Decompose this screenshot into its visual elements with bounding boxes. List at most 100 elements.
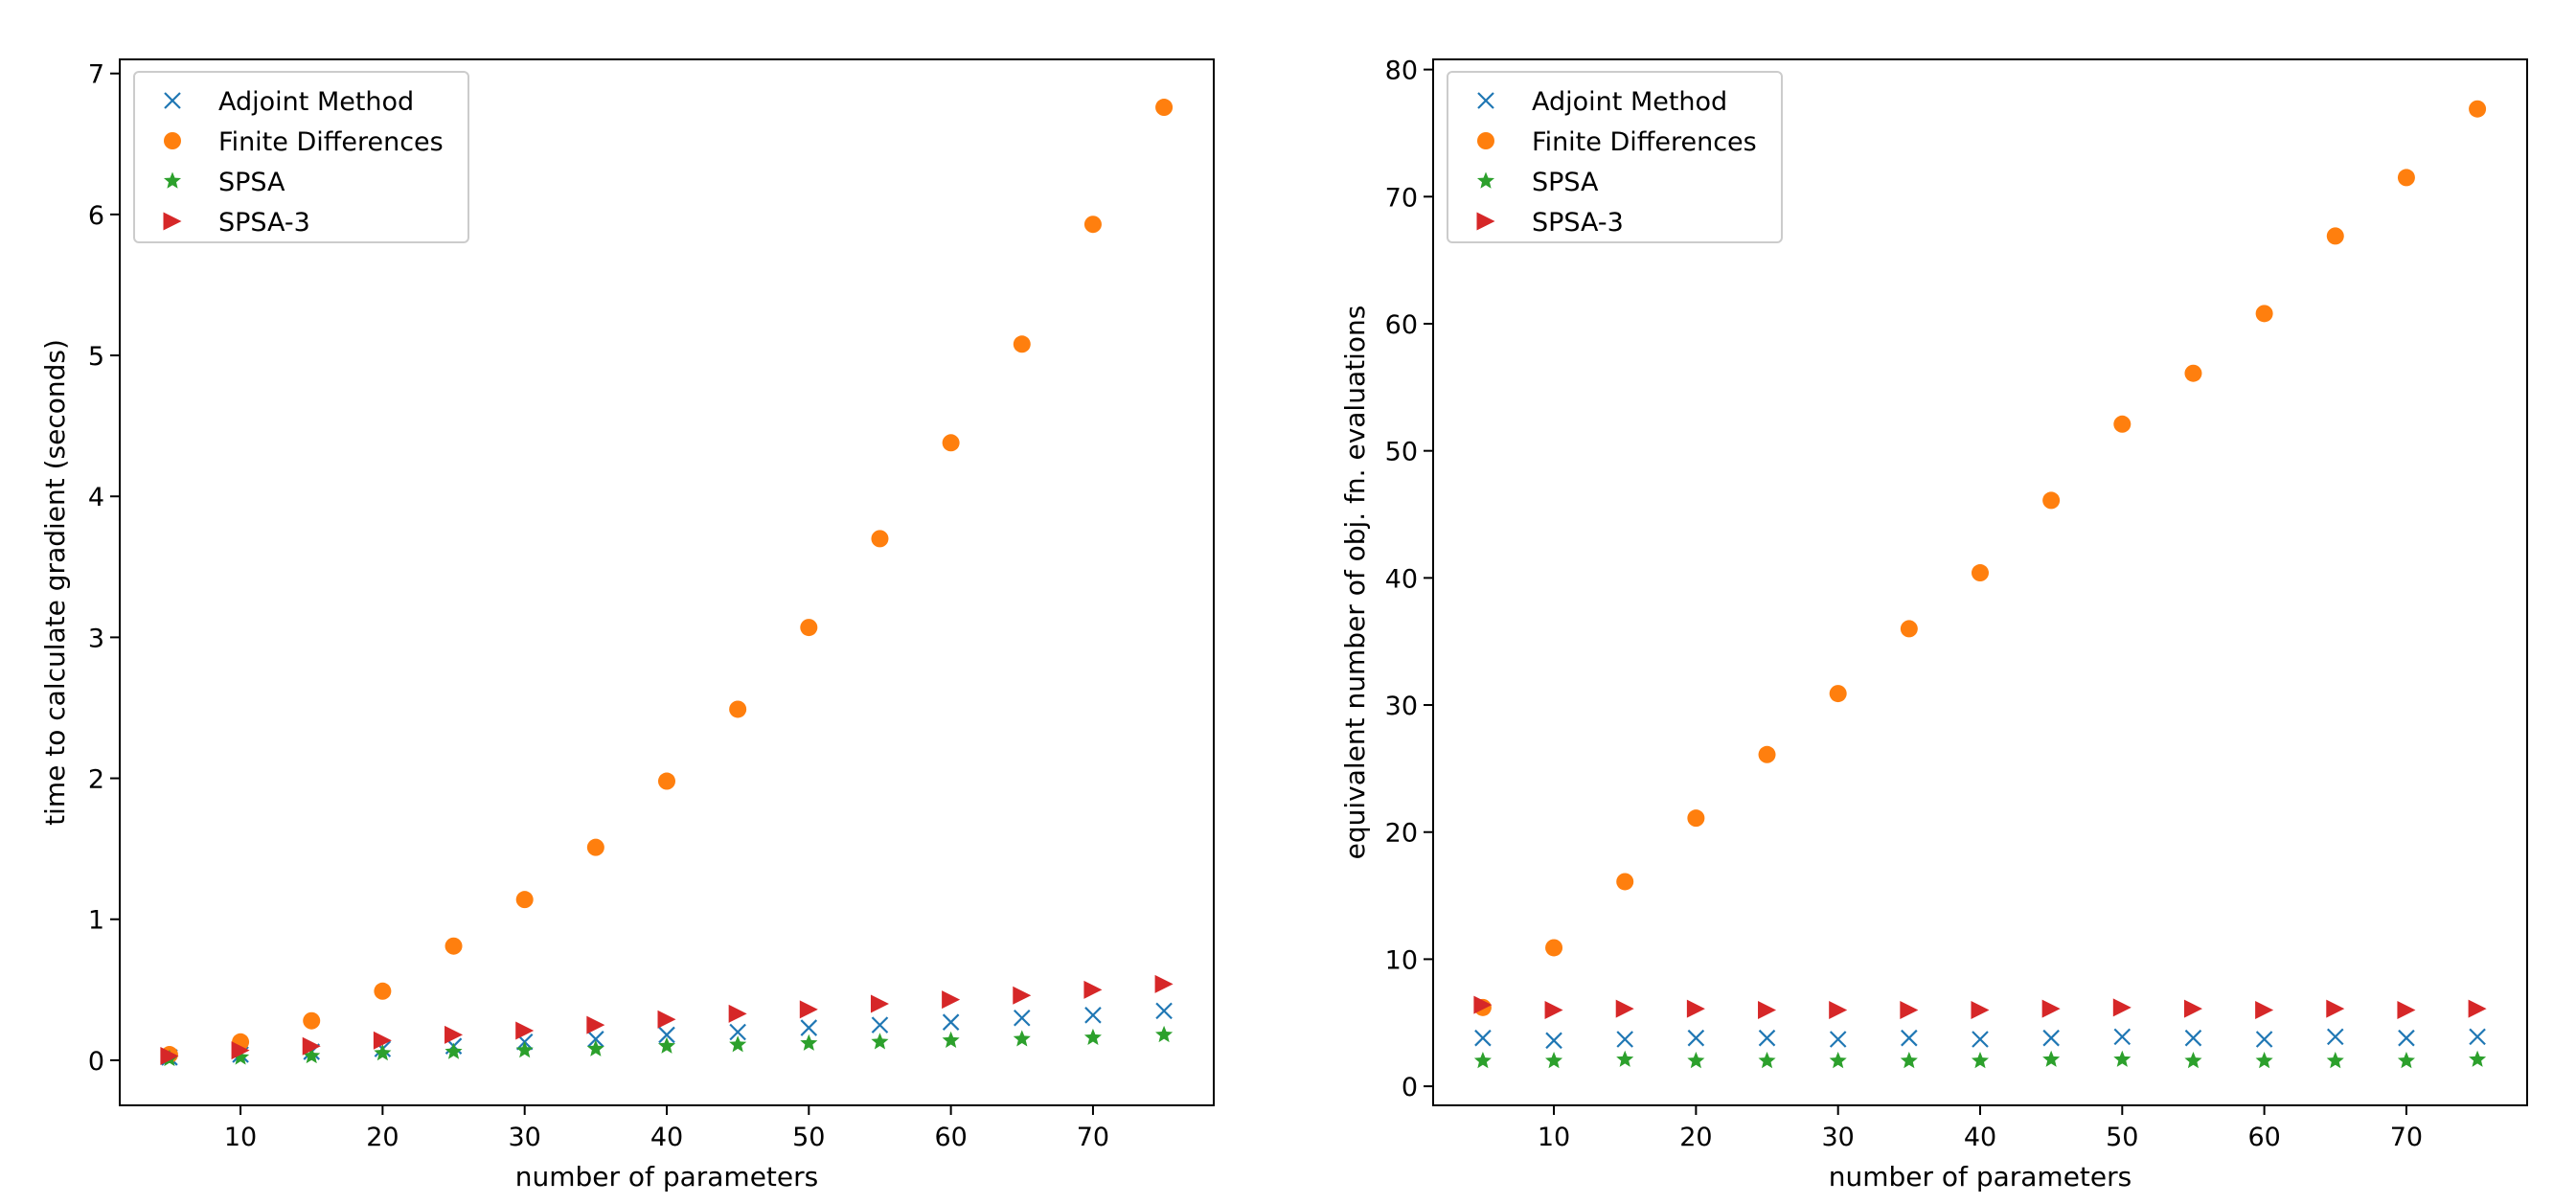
legend-marker bbox=[163, 171, 182, 189]
data-point bbox=[374, 982, 392, 1000]
data-point bbox=[2468, 999, 2487, 1018]
data-point bbox=[1154, 974, 1174, 993]
data-point bbox=[231, 1041, 250, 1060]
data-point bbox=[2042, 1050, 2061, 1067]
data-point bbox=[1687, 809, 1705, 828]
data-point bbox=[1971, 1000, 1990, 1019]
x-axis-label: number of parameters bbox=[1829, 1161, 2131, 1193]
y-tick-label: 70 bbox=[1385, 183, 1418, 213]
data-point bbox=[2113, 1050, 2131, 1067]
series-spsa bbox=[1473, 1050, 2487, 1069]
data-point bbox=[2184, 364, 2202, 382]
data-point bbox=[2469, 100, 2487, 118]
data-point bbox=[1083, 216, 1102, 234]
data-point bbox=[232, 1048, 250, 1065]
data-point bbox=[800, 1034, 818, 1051]
data-point bbox=[870, 994, 889, 1013]
data-point bbox=[1972, 1031, 1989, 1048]
y-tick-label: 6 bbox=[88, 201, 104, 231]
data-point bbox=[587, 1031, 604, 1048]
data-point bbox=[303, 1046, 321, 1064]
y-tick-label: 3 bbox=[88, 624, 104, 653]
data-point bbox=[1014, 1009, 1031, 1027]
data-point bbox=[1900, 1052, 1918, 1069]
data-point bbox=[1829, 1000, 1848, 1019]
data-point bbox=[374, 1044, 392, 1061]
data-point bbox=[2113, 415, 2131, 433]
x-tick-label: 10 bbox=[1538, 1123, 1570, 1152]
series-spsa-3 bbox=[160, 974, 1174, 1065]
data-point bbox=[586, 1015, 605, 1034]
data-point bbox=[871, 1033, 889, 1050]
legend-label: Finite Differences bbox=[218, 127, 444, 157]
y-tick-label: 1 bbox=[88, 906, 104, 936]
data-point bbox=[1615, 999, 1634, 1018]
data-point bbox=[2255, 1052, 2273, 1069]
data-point bbox=[2042, 1029, 2060, 1047]
data-point bbox=[445, 1025, 464, 1044]
y-tick-label: 50 bbox=[1385, 438, 1418, 467]
x-tick-label: 40 bbox=[1964, 1123, 1996, 1152]
legend-label: Adjoint Method bbox=[1532, 87, 1727, 117]
data-point bbox=[373, 1031, 392, 1050]
data-point bbox=[1473, 995, 1493, 1014]
data-point bbox=[2398, 1029, 2415, 1047]
data-point bbox=[2255, 305, 2273, 323]
data-point bbox=[2326, 227, 2344, 245]
x-tick-label: 40 bbox=[650, 1123, 683, 1152]
data-point bbox=[871, 1016, 889, 1034]
legend-label: SPSA-3 bbox=[218, 208, 310, 238]
data-point bbox=[1901, 1029, 1918, 1047]
data-point bbox=[302, 1036, 321, 1056]
data-point bbox=[942, 990, 961, 1010]
legend-label: SPSA-3 bbox=[1532, 208, 1624, 238]
legend-label: Adjoint Method bbox=[218, 87, 414, 117]
data-point bbox=[586, 1039, 604, 1056]
data-point bbox=[2041, 999, 2061, 1018]
data-point bbox=[1616, 873, 1634, 891]
data-point bbox=[445, 1042, 463, 1059]
data-point bbox=[1545, 939, 1563, 957]
series-spsa bbox=[160, 1025, 1174, 1067]
data-point bbox=[729, 1035, 747, 1053]
chart-panel-2: 10 20 30 40 50 60 70 0 10 20 30 40 50 60 70 80 number of… bbox=[1339, 57, 2528, 1193]
data-point bbox=[1616, 1031, 1633, 1048]
x-tick-label: 10 bbox=[224, 1123, 257, 1152]
x-tick-label: 30 bbox=[1822, 1123, 1855, 1152]
legend-label: SPSA bbox=[1532, 168, 1599, 197]
x-tick-label: 50 bbox=[792, 1123, 825, 1152]
y-tick-label: 0 bbox=[1402, 1073, 1418, 1102]
data-point bbox=[1013, 1030, 1031, 1047]
data-point bbox=[1545, 1032, 1562, 1050]
legend-marker bbox=[164, 92, 181, 109]
x-tick-label: 20 bbox=[1679, 1123, 1712, 1152]
data-point bbox=[2255, 1000, 2274, 1019]
data-point bbox=[1474, 1029, 1492, 1047]
x-tick-label: 70 bbox=[1077, 1123, 1109, 1152]
data-point bbox=[1473, 1052, 1492, 1069]
y-tick-label: 60 bbox=[1385, 310, 1418, 340]
series-finite-differences bbox=[160, 99, 1174, 1064]
y-axis-label: time to calculate gradient (seconds) bbox=[39, 339, 71, 826]
y-axis-label: equivalent number of obj. fn. evaluation… bbox=[1339, 306, 1371, 860]
data-point bbox=[445, 937, 463, 955]
data-point bbox=[1972, 564, 1989, 582]
series-spsa-3 bbox=[1473, 995, 2487, 1019]
data-point bbox=[2042, 491, 2061, 510]
data-point bbox=[2326, 1052, 2344, 1069]
x-tick-label: 50 bbox=[2106, 1123, 2138, 1152]
legend-marker bbox=[1477, 132, 1494, 149]
data-point bbox=[2184, 1029, 2202, 1047]
y-tick-label: 7 bbox=[88, 60, 104, 90]
data-point bbox=[942, 1031, 960, 1048]
data-point bbox=[2327, 1028, 2344, 1046]
y-tick-label: 5 bbox=[88, 342, 104, 372]
data-point bbox=[586, 838, 604, 856]
data-point bbox=[1971, 1052, 1990, 1069]
legend: Adjoint Method Finite Differences SPSA SPSA… bbox=[133, 71, 469, 243]
y-tick-label: 0 bbox=[88, 1047, 104, 1077]
legend-box bbox=[1447, 71, 1783, 243]
data-point bbox=[2397, 169, 2415, 187]
data-point bbox=[729, 1023, 746, 1041]
